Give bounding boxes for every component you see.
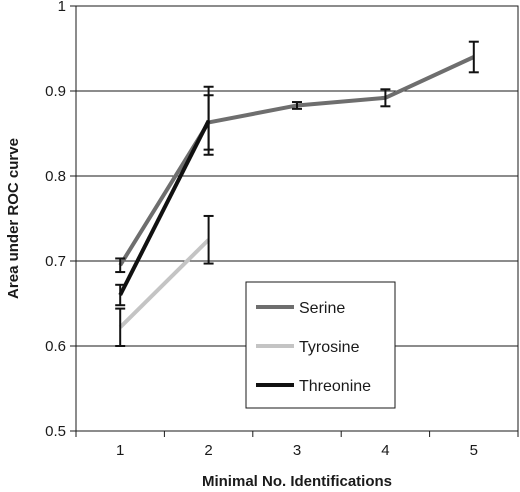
x-tick-label: 1 xyxy=(116,442,124,459)
legend: Serine Tyrosine Threonine xyxy=(245,281,396,409)
x-tick-label: 4 xyxy=(381,442,389,459)
y-axis-title: Area under ROC curve xyxy=(5,138,22,299)
x-axis-ticks: 1 2 3 4 5 xyxy=(75,431,519,459)
y-tick-label: 1 xyxy=(58,0,66,15)
y-tick-label: 0.5 xyxy=(45,423,66,440)
x-tick-label: 2 xyxy=(204,442,212,459)
x-tick-label: 3 xyxy=(293,442,301,459)
threonine-line xyxy=(118,119,211,296)
x-axis-title: Minimal No. Identifications xyxy=(202,473,392,490)
plot-area-frame xyxy=(75,5,519,432)
legend-label-tyrosine: Tyrosine xyxy=(299,339,360,356)
legend-label-serine: Serine xyxy=(299,300,345,317)
y-tick-label: 0.9 xyxy=(45,83,66,100)
error-bars xyxy=(115,40,479,347)
y-tick-label: 0.6 xyxy=(45,338,66,355)
x-tick-label: 5 xyxy=(470,442,478,459)
y-axis-ticks: 0.5 0.6 0.7 0.8 0.9 1 xyxy=(45,0,76,440)
serine-line xyxy=(118,55,475,267)
legend-label-threonine: Threonine xyxy=(299,378,371,395)
y-tick-label: 0.8 xyxy=(45,168,66,185)
tyrosine-line xyxy=(118,238,211,329)
y-tick-label: 0.7 xyxy=(45,253,66,270)
